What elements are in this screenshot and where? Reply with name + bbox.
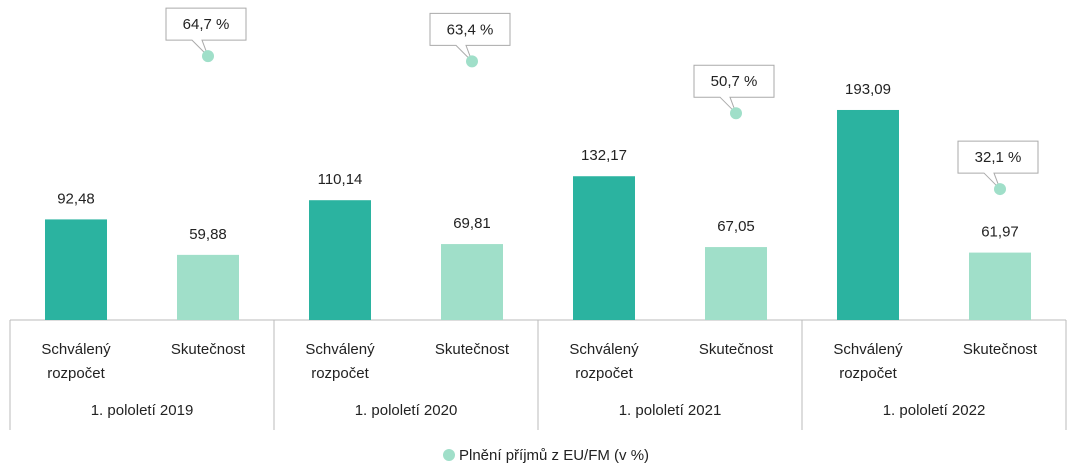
legend-label: Plnění příjmů z EU/FM (v %) (459, 447, 649, 464)
bar (705, 247, 767, 320)
point (202, 50, 214, 63)
data-label: 132,17 (581, 147, 627, 164)
data-label: 193,09 (845, 81, 891, 98)
bar (573, 176, 635, 320)
x-tick-label: Schválený rozpočet (41, 341, 111, 382)
bar (837, 109, 899, 320)
bar (441, 244, 503, 320)
point (730, 107, 742, 120)
callout (693, 64, 775, 114)
x-tick-label: Skutečnost (434, 341, 510, 358)
data-label: 59,88 (189, 226, 227, 243)
data-label: 61,97 (981, 224, 1019, 241)
data-label: 32,1 % (975, 149, 1022, 166)
point (994, 183, 1006, 196)
x-tick-label: Schválený rozpočet (833, 341, 903, 382)
x-tick-label: Schválený rozpočet (569, 341, 639, 382)
data-label: 67,05 (717, 218, 755, 235)
group-label: 1. pololetí 2021 (619, 402, 722, 419)
callout (165, 7, 247, 57)
group-label: 1. pololetí 2019 (91, 402, 194, 419)
data-label: 50,7 % (711, 73, 758, 90)
point (466, 55, 478, 68)
callout (429, 12, 511, 62)
bar (969, 252, 1031, 320)
data-label: 92,48 (57, 190, 95, 207)
x-tick-label: Schválený rozpočet (305, 341, 375, 382)
data-label: 110,14 (318, 171, 363, 188)
bar (177, 254, 239, 320)
callout (957, 140, 1039, 190)
x-tick-label: Skutečnost (698, 341, 774, 358)
bar (45, 219, 107, 320)
legend-marker (443, 449, 455, 461)
data-label: 63,4 % (447, 21, 494, 38)
group-label: 1. pololetí 2020 (355, 402, 458, 419)
x-tick-label: Skutečnost (962, 341, 1038, 358)
x-tick-label: Skutečnost (170, 341, 246, 358)
data-label: 64,7 % (183, 16, 230, 33)
data-label: 69,81 (453, 215, 491, 232)
bar (309, 200, 371, 320)
group-label: 1. pololetí 2022 (883, 402, 986, 419)
